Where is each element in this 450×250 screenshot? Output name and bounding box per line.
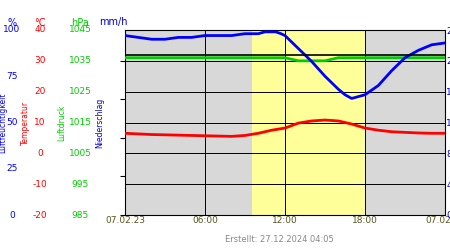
Text: 10: 10 — [34, 118, 46, 127]
Bar — [252, 30, 365, 215]
Text: 1045: 1045 — [68, 26, 91, 35]
Text: Temperatur: Temperatur — [21, 100, 30, 144]
Text: 1015: 1015 — [68, 118, 91, 127]
Text: °C: °C — [34, 18, 46, 28]
Text: 25: 25 — [6, 164, 18, 173]
Text: 30: 30 — [34, 56, 46, 65]
Text: Niederschlag: Niederschlag — [95, 97, 104, 148]
Text: Erstellt: 27.12.2024 04:05: Erstellt: 27.12.2024 04:05 — [225, 235, 333, 244]
Text: -20: -20 — [33, 210, 47, 220]
Text: -10: -10 — [32, 180, 47, 189]
Text: 1005: 1005 — [68, 149, 91, 158]
Text: 50: 50 — [6, 118, 18, 127]
Text: 0: 0 — [37, 149, 43, 158]
Text: 0: 0 — [9, 210, 15, 220]
Text: 1025: 1025 — [68, 87, 91, 96]
Text: 1035: 1035 — [68, 56, 91, 65]
Text: 100: 100 — [4, 26, 21, 35]
Text: 995: 995 — [72, 180, 89, 189]
Text: %: % — [8, 18, 17, 28]
Text: mm/h: mm/h — [99, 18, 127, 28]
Text: Luftdruck: Luftdruck — [58, 104, 67, 141]
Text: hPa: hPa — [71, 18, 89, 28]
Text: 985: 985 — [72, 210, 89, 220]
Text: 75: 75 — [6, 72, 18, 81]
Text: Luftfeuchtigkeit: Luftfeuchtigkeit — [0, 92, 8, 153]
Text: 40: 40 — [34, 26, 46, 35]
Text: 20: 20 — [34, 87, 46, 96]
